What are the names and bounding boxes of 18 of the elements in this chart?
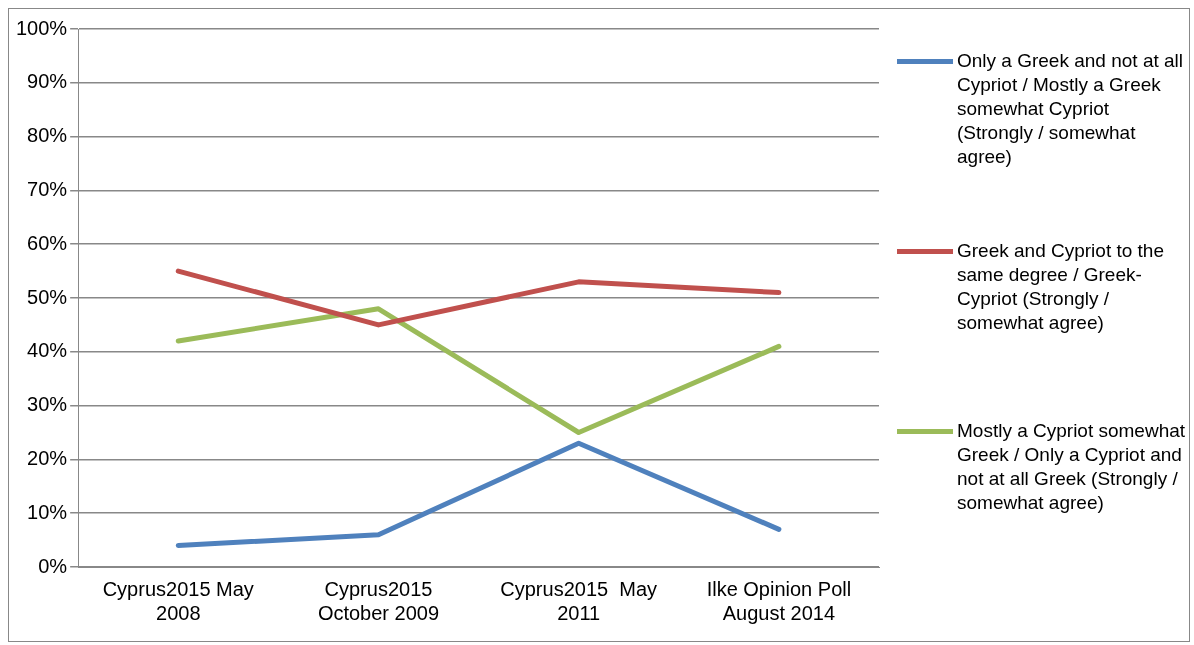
legend-label: Greek and Cypriot to the same degree / Greek-Cypriot (Strongly / somewhat agree) — [957, 239, 1165, 335]
y-tick-label: 90% — [27, 70, 68, 93]
y-tick-label: 20% — [27, 446, 68, 469]
legend-label: Only a Greek and not at all Cypriot / Mostly a Greek somewhat Cypriot (Strongly / somewhat agree) — [957, 49, 1184, 169]
y-tick-label: 80% — [27, 124, 68, 147]
y-tick-label: 70% — [27, 177, 68, 200]
x-tick-label: Cyprus2015 May 2008 — [102, 577, 254, 624]
y-tick-label: 60% — [27, 231, 68, 254]
y-tick-label: 40% — [27, 339, 68, 362]
y-tick-label: 30% — [27, 393, 68, 416]
y-tick-label: 50% — [27, 285, 68, 308]
y-tick-label: 100% — [16, 16, 68, 39]
y-tick-label: 10% — [27, 500, 68, 523]
legend-label: Mostly a Cypriot somewhat Greek / Only a Cypriot and not at all Greek (Strongly / somewhat agree) — [957, 419, 1187, 515]
y-tick-label: 0% — [38, 554, 68, 577]
x-tick-label: Ilke Opinion Poll August 2014 — [706, 577, 852, 624]
x-tick-label: Cyprus2015 May 2011 — [500, 577, 658, 624]
x-tick-label: Cyprus2015 October 2009 — [317, 577, 440, 624]
